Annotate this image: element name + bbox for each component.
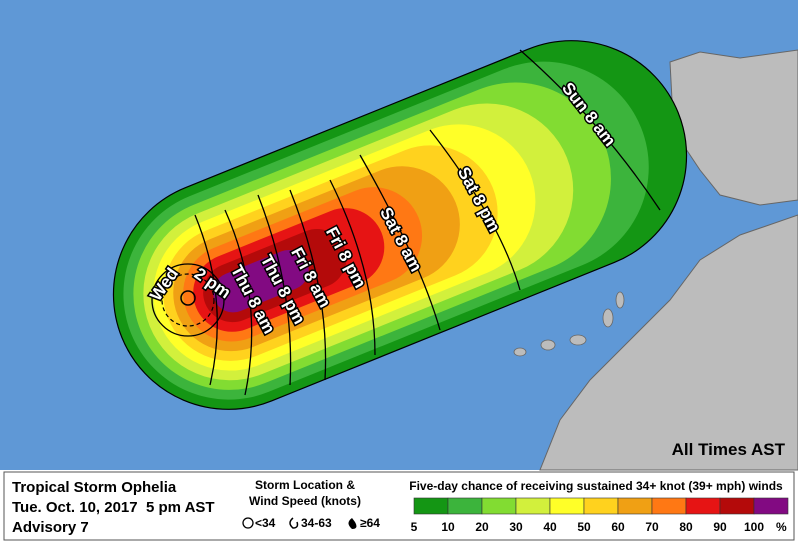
advisory: Advisory 7	[12, 519, 89, 536]
legend-tick: 60	[611, 520, 625, 534]
legend-swatch	[685, 497, 721, 515]
legend-swatch	[753, 497, 789, 515]
storm-name: Tropical Storm Ophelia	[12, 479, 177, 496]
symbol-label: ≥64	[360, 516, 380, 530]
legend-tick: 10	[441, 520, 455, 534]
probability-band	[213, 249, 309, 313]
location-title: Wind Speed (knots)	[249, 494, 361, 508]
legend-title: Five-day chance of receiving sustained 3…	[409, 479, 783, 493]
legend-swatch	[413, 497, 449, 515]
legend-swatch	[719, 497, 755, 515]
legend-unit: %	[776, 520, 787, 534]
africa	[539, 214, 798, 471]
location-title: Storm Location &	[255, 478, 355, 492]
legend-swatch	[651, 497, 687, 515]
legend-swatch	[583, 497, 619, 515]
legend-tick: 80	[679, 520, 693, 534]
legend-swatch	[481, 497, 517, 515]
legend-tick: 100	[744, 520, 764, 534]
legend-swatch	[447, 497, 483, 515]
issue-time: Tue. Oct. 10, 2017 5 pm AST	[12, 499, 215, 516]
legend-tick: 20	[475, 520, 489, 534]
time-lines	[194, 49, 661, 396]
legend-swatch	[549, 497, 585, 515]
legend-tick: 90	[713, 520, 727, 534]
legend-tick: 50	[577, 520, 591, 534]
legend-tick: 30	[509, 520, 523, 534]
legend-swatch	[617, 497, 653, 515]
legend-tick: 70	[645, 520, 659, 534]
legend-tick: 40	[543, 520, 557, 534]
storm-icon	[151, 263, 225, 337]
legend-tick: 5	[411, 520, 418, 534]
time-note: All Times AST	[672, 440, 786, 459]
symbol-label: <34	[255, 516, 276, 530]
wind-swath	[112, 40, 688, 410]
symbol-storm	[289, 517, 299, 529]
symbol-hurricane	[348, 518, 357, 529]
symbol-weak	[242, 517, 254, 529]
legend-swatch	[515, 497, 551, 515]
symbol-label: 34-63	[301, 516, 332, 530]
